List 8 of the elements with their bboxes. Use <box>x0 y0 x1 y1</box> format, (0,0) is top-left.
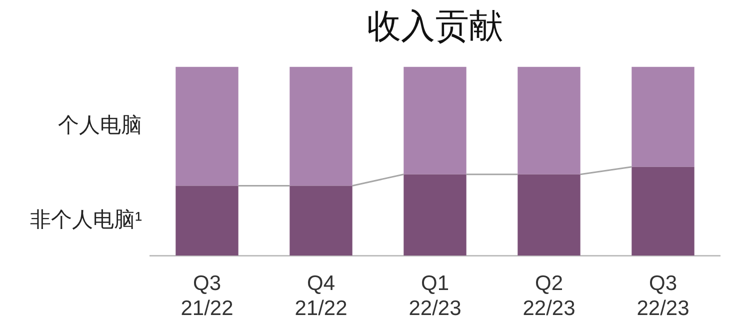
x-tick-label: Q3 22/23 <box>636 272 690 320</box>
series-label: 个人电脑 <box>58 114 142 138</box>
x-tick-label: Q4 21/22 <box>294 272 348 320</box>
x-tick-label: Q3 21/22 <box>180 272 234 320</box>
x-tick-label: Q1 22/23 <box>408 272 462 320</box>
x-tick-label: Q2 22/23 <box>522 272 576 320</box>
series-label: 非个人电脑¹ <box>30 208 142 232</box>
chart-title: 收入贡献 <box>367 8 503 46</box>
